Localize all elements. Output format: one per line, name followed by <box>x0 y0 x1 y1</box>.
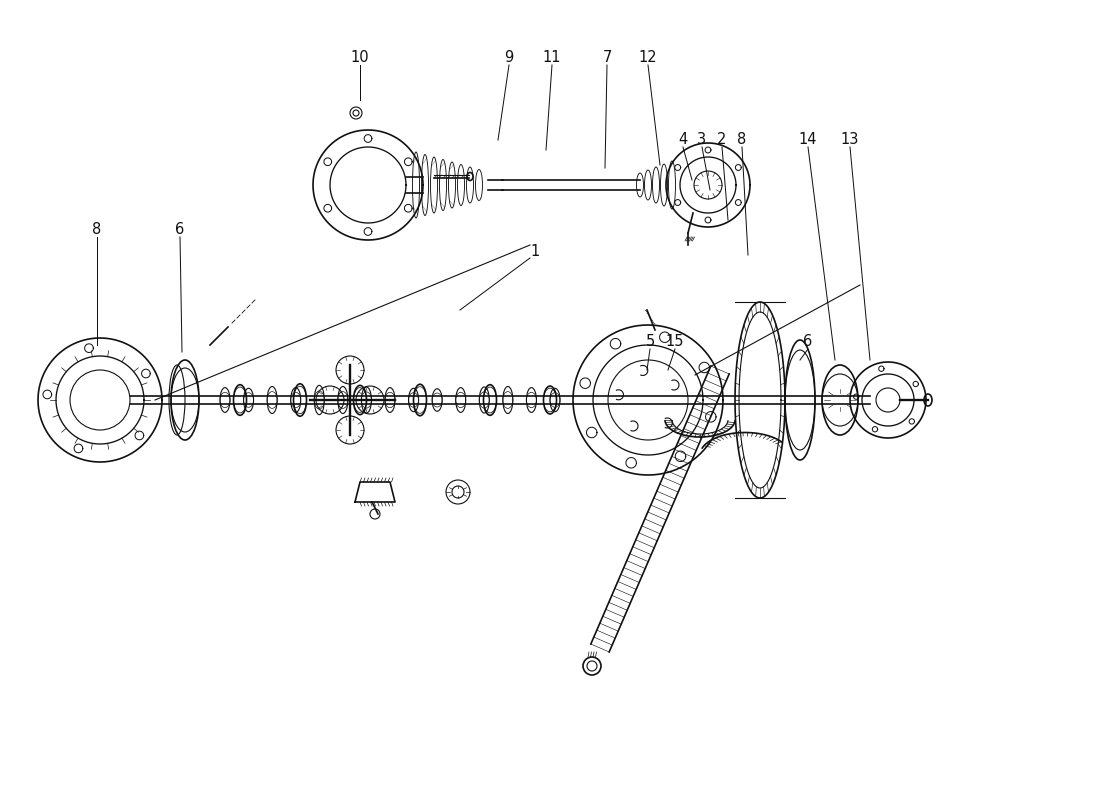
Text: 11: 11 <box>542 50 561 66</box>
Text: 3: 3 <box>697 133 706 147</box>
Ellipse shape <box>924 394 932 406</box>
Text: 12: 12 <box>639 50 658 66</box>
Text: 13: 13 <box>840 133 859 147</box>
Text: 10: 10 <box>351 50 370 66</box>
Text: 14: 14 <box>799 133 817 147</box>
Ellipse shape <box>468 173 473 181</box>
Text: 1: 1 <box>530 245 540 259</box>
Text: 8: 8 <box>737 133 747 147</box>
Text: 2: 2 <box>717 133 727 147</box>
Text: 6: 6 <box>803 334 813 350</box>
Text: 4: 4 <box>679 133 688 147</box>
Text: 8: 8 <box>92 222 101 238</box>
Text: 5: 5 <box>646 334 654 350</box>
Text: 9: 9 <box>505 50 514 66</box>
Text: 6: 6 <box>175 222 185 238</box>
Text: 15: 15 <box>666 334 684 350</box>
Text: 7: 7 <box>603 50 612 66</box>
